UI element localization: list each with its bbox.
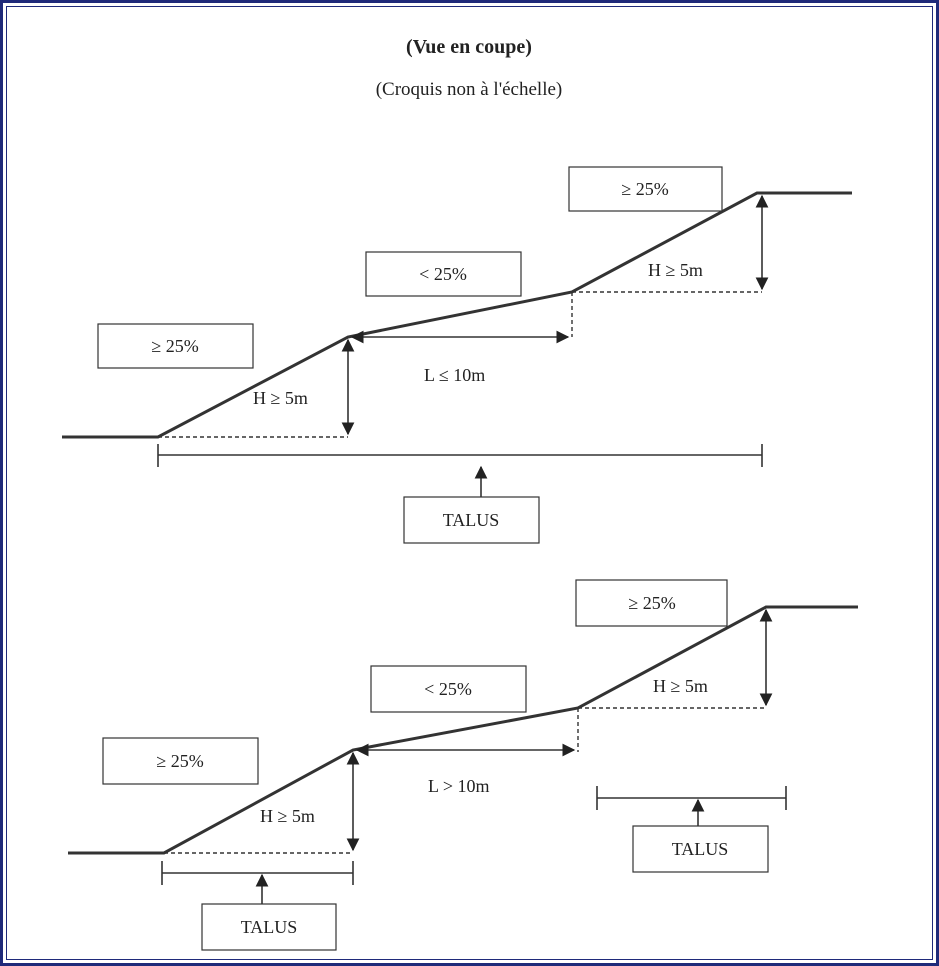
top-height-left-label: H ≥ 5m: [253, 388, 308, 408]
bottom-right-talus-label: TALUS: [672, 839, 729, 859]
bottom-length-label: L > 10m: [428, 776, 489, 796]
top-section: ≥ 25% < 25% ≥ 25% H ≥ 5m H ≥ 5m L ≤ 10m …: [62, 166, 852, 544]
top-length-label: L ≤ 10m: [424, 365, 485, 385]
bottom-slope-middle-label: < 25%: [424, 679, 472, 699]
bottom-slope-left-box: [102, 737, 259, 785]
bottom-height-left-label: H ≥ 5m: [260, 806, 315, 826]
top-terrain-profile: [62, 191, 852, 439]
bottom-slope-middle-box: [370, 665, 527, 713]
top-slope-right-label: ≥ 25%: [621, 179, 668, 199]
diagram-title: (Vue en coupe): [406, 36, 532, 58]
bottom-left-talus-box: [201, 903, 337, 951]
bottom-section: ≥ 25% < 25% ≥ 25% H ≥ 5m H ≥ 5m L > 10m …: [68, 579, 858, 951]
bottom-height-right-label: H ≥ 5m: [653, 676, 708, 696]
bottom-slope-right-box: [575, 579, 728, 627]
top-slope-left-label: ≥ 25%: [151, 336, 198, 356]
top-slope-middle-label: < 25%: [419, 264, 467, 284]
top-slope-left-box: [97, 323, 254, 369]
bottom-terrain-profile: [68, 605, 858, 855]
bottom-slope-left-label: ≥ 25%: [156, 751, 203, 771]
top-slope-right-box: [568, 166, 723, 212]
top-talus-label: TALUS: [443, 510, 500, 530]
bottom-slope-right-label: ≥ 25%: [628, 593, 675, 613]
bottom-right-talus-box: [632, 825, 769, 873]
diagram-subtitle: (Croquis non à l'échelle): [376, 79, 563, 100]
top-talus-box: [403, 496, 540, 544]
top-slope-middle-box: [365, 251, 522, 297]
diagram-inner-border: [6, 6, 933, 960]
bottom-left-talus-label: TALUS: [241, 917, 298, 937]
top-height-right-label: H ≥ 5m: [648, 260, 703, 280]
